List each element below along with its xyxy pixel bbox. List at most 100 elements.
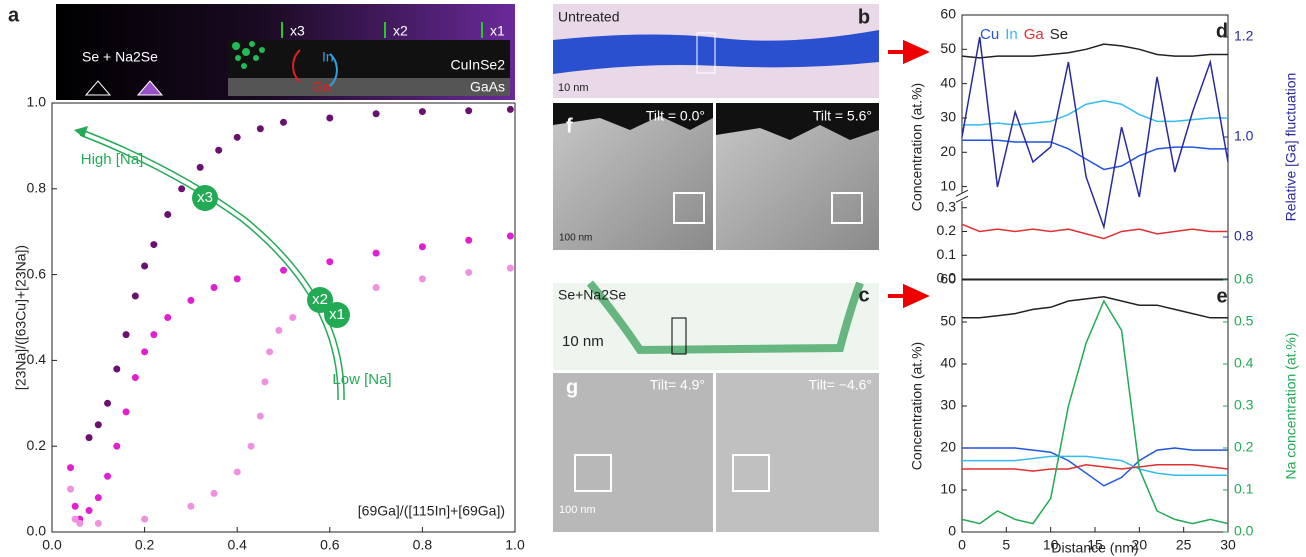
series-line xyxy=(961,299,1229,525)
triangle xyxy=(136,80,164,96)
x-tick-label: 1.0 xyxy=(505,537,525,553)
x-tick-label: 0 xyxy=(958,537,966,553)
scale-label: 10 nm xyxy=(562,333,604,350)
substrate xyxy=(228,78,510,96)
y-tick-label: 10 xyxy=(940,481,956,497)
point xyxy=(326,258,334,266)
y-tick-label: 0 xyxy=(948,523,956,539)
image-label: Tilt= −4.6° xyxy=(809,377,872,393)
x-tick-label: 0.0 xyxy=(42,537,62,553)
y-tick-label: 0.0 xyxy=(937,270,957,286)
plot-frame xyxy=(961,14,1229,280)
marker-circle xyxy=(324,302,350,328)
x-tick-label: 15 xyxy=(1087,537,1103,553)
y2-tick-label: 1.2 xyxy=(1234,28,1254,44)
point xyxy=(372,110,380,118)
roi xyxy=(574,454,612,492)
point xyxy=(94,494,102,502)
point xyxy=(210,489,218,497)
point xyxy=(372,249,380,257)
cycle-arrow xyxy=(292,49,301,83)
image-label: Tilt= 4.9° xyxy=(650,377,705,393)
series-line xyxy=(962,139,1228,171)
y2-tick-label: 0.2 xyxy=(1234,439,1254,455)
point xyxy=(187,296,195,304)
point xyxy=(122,331,130,339)
x-tick-label: 10 xyxy=(1043,537,1059,553)
y2-tick-label: 0.6 xyxy=(1234,271,1254,287)
roi xyxy=(732,454,770,492)
roi xyxy=(671,317,687,355)
plot-frame xyxy=(51,102,516,533)
image-g1 xyxy=(553,373,713,532)
point xyxy=(113,442,121,450)
x-tick-label: 30 xyxy=(1220,537,1236,553)
legend-entry: Cu xyxy=(980,26,999,43)
point xyxy=(418,108,426,116)
image-label: Tilt = 0.0° xyxy=(646,108,705,124)
legend-entry: Se xyxy=(1050,26,1068,43)
point xyxy=(233,133,241,141)
y2-tick-label: 0.8 xyxy=(1234,228,1254,244)
series-line xyxy=(961,223,1228,240)
point xyxy=(104,472,112,480)
point xyxy=(141,515,149,523)
break-mark xyxy=(955,195,969,203)
legend-entry: In xyxy=(1005,26,1018,43)
inset-label: x1 xyxy=(490,23,505,39)
image-label: Tilt = 5.6° xyxy=(813,108,872,124)
y2-axis-label: Relative [Ga] fluctuation xyxy=(1283,73,1299,222)
y2-axis-label: Na concentration (at.%) xyxy=(1283,332,1299,479)
point xyxy=(372,283,380,291)
series-line xyxy=(962,455,1228,477)
y-axis-label: Concentration (at.%) xyxy=(909,342,925,470)
point xyxy=(94,421,102,429)
annotation: x2 xyxy=(312,291,328,308)
point xyxy=(141,262,149,270)
point xyxy=(215,146,223,154)
series-line xyxy=(962,464,1229,472)
y-tick-label: 0.8 xyxy=(27,180,47,196)
series-line xyxy=(961,43,1228,59)
image-label: Se+Na2Se xyxy=(558,287,626,303)
grains xyxy=(232,41,265,69)
y2-tick-label: 0.5 xyxy=(1234,313,1254,329)
point xyxy=(506,264,514,272)
point xyxy=(164,314,172,321)
layer xyxy=(228,40,510,78)
x-tick-label: 5 xyxy=(1002,537,1010,553)
arrows xyxy=(281,22,483,38)
point xyxy=(256,412,264,420)
series-line xyxy=(962,296,1228,319)
y-tick-label: 50 xyxy=(940,40,956,56)
y-axis-label: Concentration (at.%) xyxy=(909,83,925,211)
point xyxy=(94,519,102,527)
point xyxy=(196,163,204,171)
y-tick-label: 20 xyxy=(940,143,956,159)
panel-label: c xyxy=(858,284,869,306)
y-tick-label: 60 xyxy=(940,271,956,287)
red-arrow xyxy=(888,39,930,65)
surface xyxy=(553,103,713,130)
boundary xyxy=(553,30,879,74)
arrow-head xyxy=(74,126,88,138)
y-tick-label: 0.3 xyxy=(937,198,957,214)
y-tick-label: 0.2 xyxy=(27,437,47,453)
boundary xyxy=(586,280,864,355)
point xyxy=(465,268,473,276)
point xyxy=(104,399,112,407)
roi xyxy=(696,32,716,74)
y-tick-label: 40 xyxy=(940,355,956,371)
series-line xyxy=(961,36,1229,230)
y-tick-label: 20 xyxy=(940,439,956,455)
inset-label: x2 xyxy=(393,23,408,39)
inset-label: Ga xyxy=(312,79,331,95)
x-tick-label: 0.6 xyxy=(320,537,340,553)
point xyxy=(275,326,283,334)
y2-tick-label: 0.1 xyxy=(1234,481,1254,497)
point xyxy=(67,464,75,472)
panel-label: f xyxy=(566,115,573,137)
y2-tick-label: 0.3 xyxy=(1234,397,1254,413)
point xyxy=(113,365,121,373)
